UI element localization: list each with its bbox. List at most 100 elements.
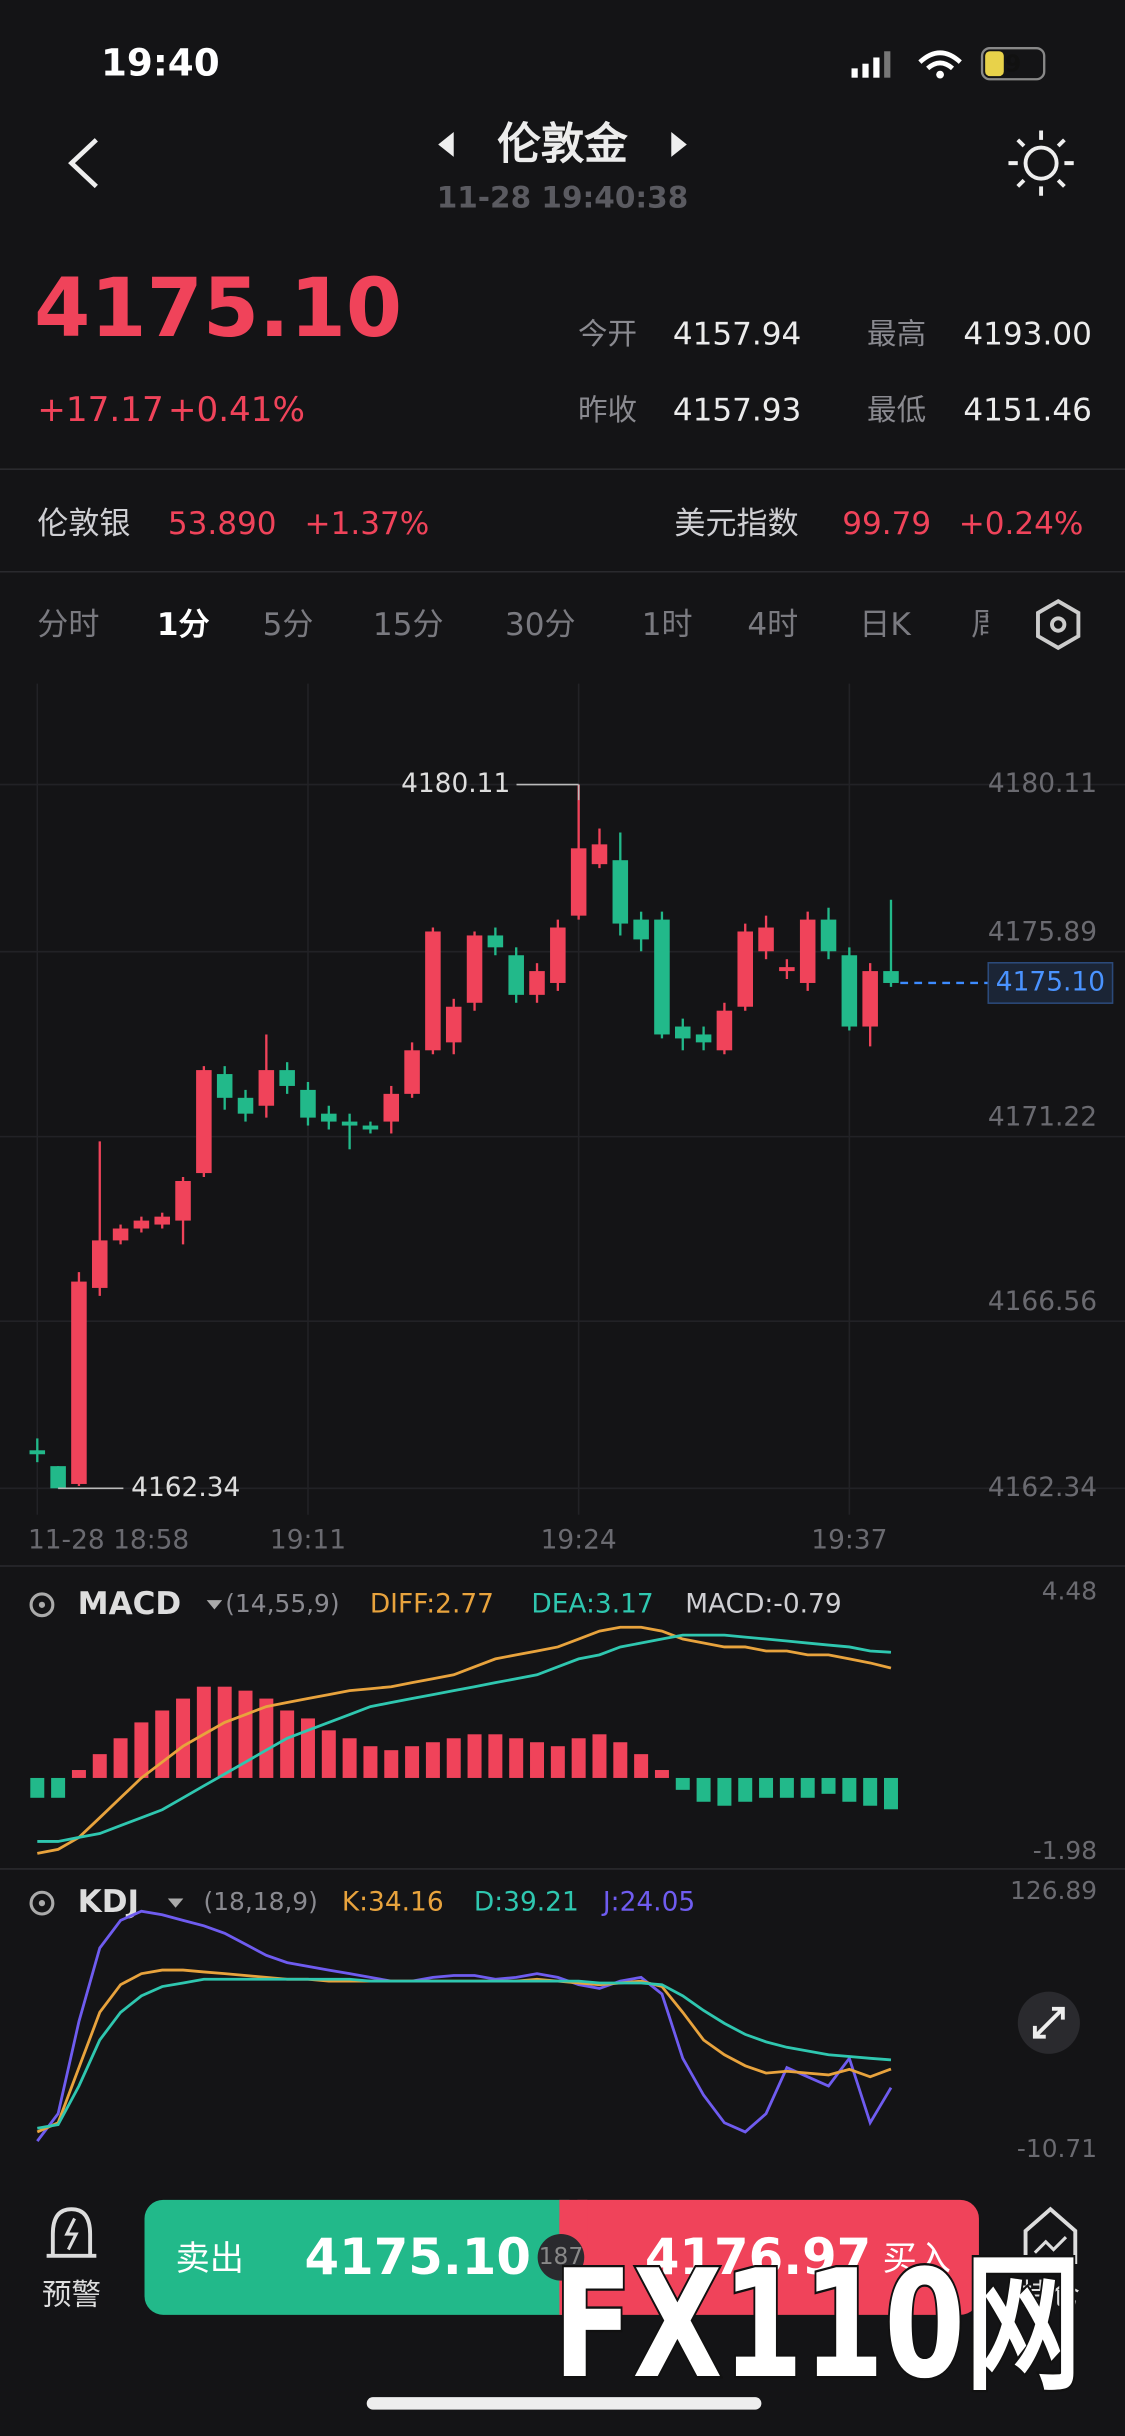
- alert-icon[interactable]: [46, 2207, 97, 2258]
- alert-label[interactable]: 预警: [42, 2278, 101, 2312]
- macd-bar: [509, 1738, 524, 1778]
- tab[interactable]: 1分: [157, 607, 210, 643]
- candle-body: [29, 1450, 46, 1455]
- stat-value: 4193.00: [963, 317, 1091, 353]
- candle-body: [71, 1281, 87, 1484]
- kdj-ymin: -10.71: [1017, 2134, 1097, 2163]
- tab[interactable]: 15分: [373, 607, 444, 643]
- position-icon[interactable]: [1023, 2206, 1078, 2264]
- candle-body: [862, 971, 878, 1027]
- kdj-icon[interactable]: [29, 1890, 55, 1916]
- stat-label: 最低: [867, 393, 926, 427]
- buy-label[interactable]: 买入: [883, 2239, 951, 2279]
- settings-button[interactable]: [1036, 598, 1081, 651]
- macd-bar: [883, 1777, 898, 1810]
- battery-outline: [980, 46, 1046, 81]
- sell-button[interactable]: [144, 2199, 588, 2315]
- tab[interactable]: 30分: [505, 607, 576, 643]
- candle-body: [654, 919, 670, 1035]
- macd-dropdown[interactable]: [206, 1600, 223, 1610]
- candle-body: [779, 967, 795, 972]
- macd-title[interactable]: MACD: [78, 1586, 182, 1622]
- macd-ymax: 4.48: [1042, 1576, 1097, 1605]
- price: 4175.10: [34, 262, 402, 356]
- kdj-dropdown[interactable]: [167, 1898, 184, 1908]
- position-label[interactable]: 持仓: [1021, 2278, 1080, 2312]
- macd-icon[interactable]: [29, 1592, 55, 1618]
- sell-label[interactable]: 卖出: [176, 2239, 244, 2279]
- theme-button[interactable]: [1008, 130, 1074, 196]
- macd-bar: [342, 1738, 357, 1778]
- candle-body: [341, 1121, 358, 1126]
- spread: 187: [539, 2243, 583, 2270]
- y-tick-label: 4175.89: [988, 917, 1097, 948]
- macd-bar: [176, 1698, 191, 1778]
- candle-body: [425, 931, 441, 1051]
- ticker-price: 99.79: [842, 506, 931, 542]
- kdj-j-label: J:24.05: [601, 1887, 695, 1918]
- back-button[interactable]: [68, 138, 98, 189]
- kdj-ymax: 126.89: [1010, 1876, 1097, 1905]
- prev-arrow[interactable]: [438, 132, 454, 157]
- candle-body: [758, 927, 774, 952]
- macd-bar: [363, 1746, 378, 1778]
- tab-fade: [988, 598, 1029, 655]
- last-price-box: [987, 961, 1114, 1004]
- y-tick-label: 4171.22: [988, 1101, 1097, 1132]
- macd-bar: [842, 1777, 857, 1802]
- sell-price[interactable]: 4175.10: [305, 2228, 531, 2286]
- macd-bar: [759, 1777, 774, 1798]
- candle-body: [112, 1228, 129, 1241]
- macd-bar: [821, 1777, 836, 1794]
- macd-bar: [717, 1777, 732, 1806]
- candle-body: [50, 1466, 66, 1489]
- spread-badge: [537, 2234, 585, 2281]
- candle-body: [508, 955, 524, 995]
- macd-bar: [634, 1754, 649, 1778]
- candle-body: [550, 927, 566, 983]
- macd-value-label: MACD:-0.79: [685, 1588, 841, 1619]
- tab[interactable]: 1时: [642, 607, 693, 643]
- macd-bar: [51, 1777, 66, 1798]
- macd-bar: [92, 1754, 107, 1778]
- d-line: [37, 1977, 892, 2130]
- macd-bar: [446, 1738, 461, 1778]
- macd-bar: [113, 1738, 128, 1778]
- kdj-d-label: D:39.21: [474, 1887, 579, 1918]
- kdj-title[interactable]: KDJ: [78, 1884, 139, 1920]
- candle-body: [529, 971, 545, 995]
- high-label: 4180.11: [401, 768, 510, 799]
- y-tick-label: 4180.11: [988, 768, 1097, 799]
- candle-body: [404, 1050, 420, 1094]
- ticker-name[interactable]: 伦敦银: [37, 506, 130, 542]
- buy-button[interactable]: [559, 2199, 979, 2315]
- tab[interactable]: 分时: [37, 607, 99, 643]
- macd-bar: [696, 1777, 711, 1802]
- candle-body: [216, 1074, 233, 1098]
- buy-price[interactable]: 4176.97: [645, 2228, 871, 2286]
- expand-button[interactable]: [1017, 1991, 1080, 2054]
- change-pct: +0.41%: [168, 390, 305, 430]
- candle-body: [737, 931, 754, 1007]
- stat-label: 今开: [578, 317, 637, 351]
- candle-body: [196, 1070, 212, 1174]
- candle-body: [175, 1180, 191, 1221]
- kdj-icon-dot: [38, 1900, 46, 1907]
- macd-bar: [550, 1746, 565, 1778]
- tab[interactable]: 4时: [747, 607, 798, 643]
- tab[interactable]: 5分: [263, 607, 314, 643]
- tab[interactable]: 日K: [859, 607, 912, 643]
- candle-body: [133, 1220, 150, 1229]
- macd-bar: [71, 1770, 86, 1778]
- macd-bar: [405, 1746, 420, 1778]
- next-arrow[interactable]: [671, 132, 687, 157]
- macd-bar: [571, 1738, 586, 1778]
- ticker-name[interactable]: 美元指数: [674, 506, 798, 542]
- diff-line: [37, 1625, 892, 1855]
- candle-body: [237, 1097, 254, 1114]
- stat-value: 4151.46: [963, 393, 1091, 429]
- macd-bar: [779, 1777, 794, 1798]
- wifi-icon: [918, 50, 962, 71]
- candle-body: [383, 1093, 400, 1122]
